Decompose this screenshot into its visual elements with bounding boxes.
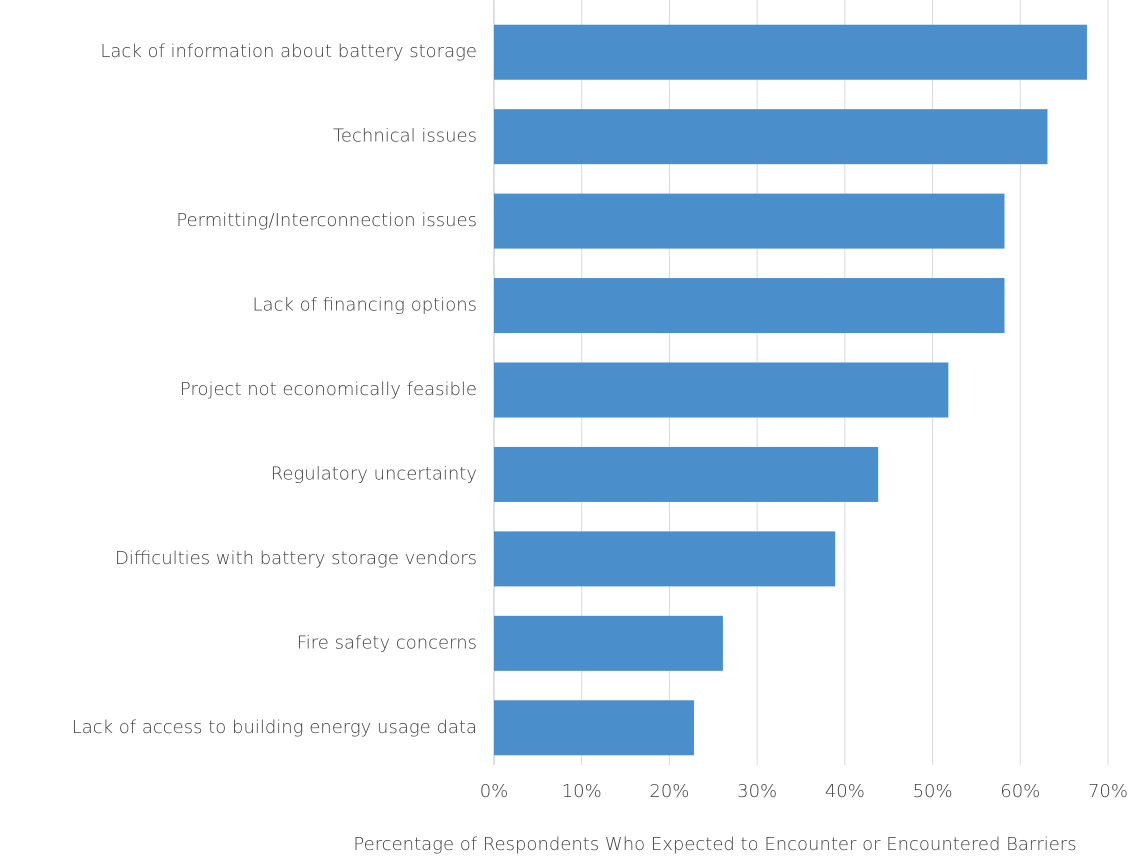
bar xyxy=(494,700,694,756)
bar xyxy=(494,615,723,671)
x-tick-label: 40% xyxy=(825,781,865,802)
x-tick-label: 70% xyxy=(1088,781,1128,802)
y-tick-label: Technical issues xyxy=(333,126,477,147)
bar xyxy=(494,446,879,502)
y-tick-label: Lack of financing options xyxy=(253,295,477,316)
bar xyxy=(494,362,949,418)
y-tick-label: Project not economically feasible xyxy=(180,379,477,400)
y-tick-label: Permitting/Interconnection issues xyxy=(176,210,477,231)
bar xyxy=(494,531,836,587)
x-tick-label: 20% xyxy=(649,781,689,802)
bar xyxy=(494,193,1005,249)
x-tick-label: 50% xyxy=(913,781,953,802)
bar xyxy=(494,278,1005,334)
x-tick-label: 60% xyxy=(1000,781,1040,802)
y-tick-label: Fire safety concerns xyxy=(297,632,477,653)
x-tick-label: 10% xyxy=(562,781,602,802)
y-tick-label: Lack of information about battery storag… xyxy=(100,41,477,62)
y-tick-label: Lack of access to building energy usage … xyxy=(72,717,477,738)
x-tick-label: 0% xyxy=(480,781,509,802)
bar xyxy=(494,109,1048,165)
y-tick-label: Regulatory uncertainty xyxy=(271,463,477,484)
x-tick-label: 30% xyxy=(737,781,777,802)
x-axis-label: Percentage of Respondents Who Expected t… xyxy=(353,834,1076,855)
bar xyxy=(494,24,1087,80)
y-tick-label: Difficulties with battery storage vendor… xyxy=(115,548,477,569)
